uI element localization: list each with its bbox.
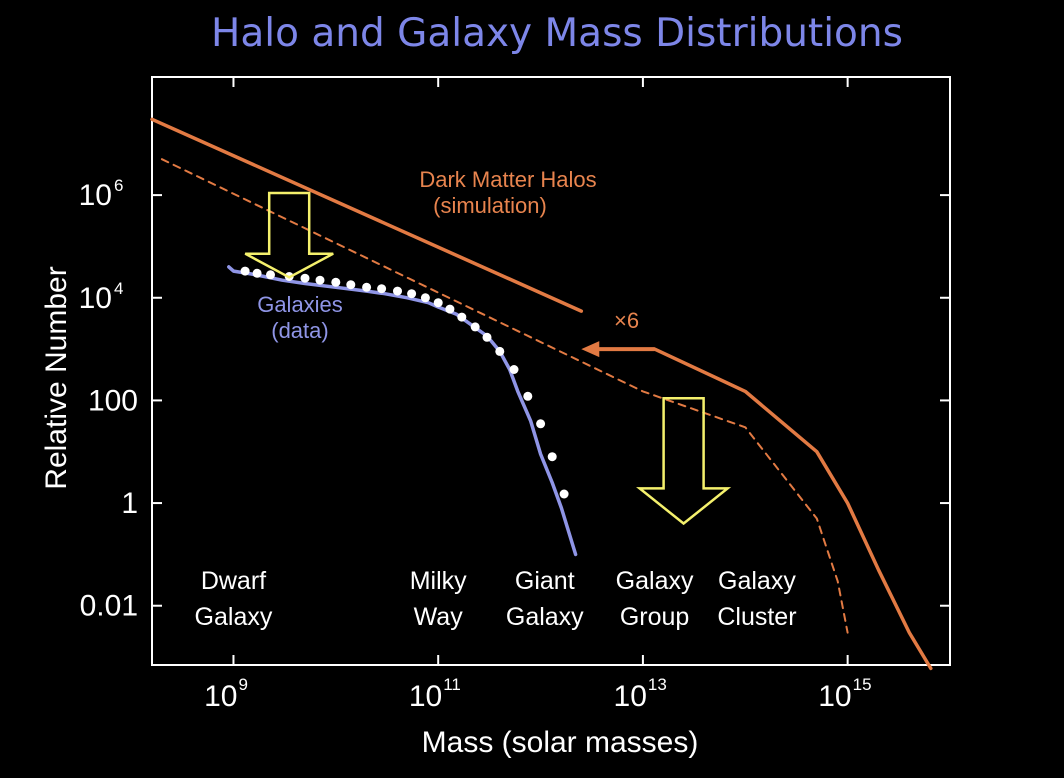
- galaxy-data-point: [393, 286, 402, 296]
- class-label-line1: Milky: [410, 567, 467, 595]
- x-tick-exponent: 15: [853, 675, 872, 694]
- series-layer: [150, 117, 933, 671]
- class-label-line1: Giant: [515, 567, 575, 595]
- galaxy-data-point: [300, 273, 310, 283]
- y-tick-label: 10: [79, 282, 112, 315]
- y-axis-label: Relative Number: [40, 266, 73, 489]
- class-label-line2: Galaxy: [506, 603, 584, 631]
- y-tick-label: 0.01: [80, 590, 138, 623]
- galaxy-data-point: [362, 282, 372, 292]
- galaxy-data-point: [346, 280, 356, 290]
- galaxy-data-point: [495, 346, 505, 356]
- series-line-1: [160, 158, 849, 634]
- galaxy-data-point: [559, 489, 569, 499]
- class-label-line2: Way: [414, 603, 464, 631]
- galaxy-data-point: [523, 391, 533, 401]
- galaxy-data-point: [315, 275, 325, 285]
- galaxy-data-markers: [240, 266, 569, 499]
- arrow-layer: [244, 191, 732, 526]
- galaxy-data-point: [445, 304, 455, 314]
- series-line-2: [227, 265, 578, 557]
- x-tick-exponent: 13: [648, 675, 667, 694]
- galaxy-data-point: [377, 284, 387, 294]
- y-tick-exponent: 6: [114, 176, 123, 195]
- galaxy-data-point: [331, 277, 341, 287]
- galaxies-sublabel: (data): [271, 318, 328, 343]
- galaxy-data-point: [266, 270, 275, 280]
- y-tick-label: 10: [79, 179, 112, 212]
- x-axis-label: Mass (solar masses): [422, 726, 699, 759]
- y-tick-label: 100: [88, 384, 138, 417]
- galaxy-data-point: [457, 312, 467, 322]
- class-label-line1: Galaxy: [718, 567, 796, 595]
- galaxy-data-point: [407, 289, 417, 299]
- class-label-line1: Galaxy: [616, 567, 694, 595]
- galaxy-data-point: [509, 365, 519, 374]
- galaxy-data-point: [252, 268, 262, 278]
- series-line-0: [150, 117, 933, 671]
- class-label-line2: Cluster: [717, 603, 796, 631]
- galaxy-data-point: [536, 419, 546, 429]
- plot-frame: [151, 76, 951, 666]
- object-class-labels: Dwarf Galaxy Milky Way Giant Galaxy Galaxy Grou…: [195, 567, 797, 631]
- hollow-down-arrow: [636, 397, 732, 526]
- galaxy-data-point: [547, 452, 557, 462]
- galaxies-label: Galaxies: [257, 292, 343, 317]
- y-tick-label: 1: [121, 487, 138, 520]
- dark-matter-sublabel: (simulation): [433, 193, 547, 218]
- x-tick-label: 10: [409, 680, 442, 713]
- galaxy-data-point: [482, 332, 492, 342]
- x-tick-exponent: 9: [238, 675, 247, 694]
- times-six-label: ×6: [614, 308, 639, 333]
- y-tick-exponent: 4: [114, 279, 123, 298]
- x-tick-label: 10: [818, 680, 851, 713]
- class-label-line1: Dwarf: [201, 567, 266, 595]
- class-label-line2: Galaxy: [195, 603, 273, 631]
- galaxy-data-point: [470, 322, 480, 332]
- class-label-line2: Group: [620, 603, 689, 631]
- chart-title: Halo and Galaxy Mass Distributions: [211, 11, 903, 56]
- galaxy-data-point: [240, 266, 250, 276]
- hollow-down-arrow: [244, 191, 334, 279]
- galaxy-data-point: [433, 298, 443, 308]
- x-tick-label: 10: [614, 680, 647, 713]
- dark-matter-label: Dark Matter Halos: [419, 167, 596, 192]
- galaxy-data-point: [420, 293, 430, 303]
- shift-arrow-head: [581, 341, 600, 358]
- x-tick-label: 10: [204, 680, 237, 713]
- x-axis-ticks: 10 9 10 11 10 13 10 15: [204, 77, 872, 713]
- x-tick-exponent: 11: [443, 675, 461, 694]
